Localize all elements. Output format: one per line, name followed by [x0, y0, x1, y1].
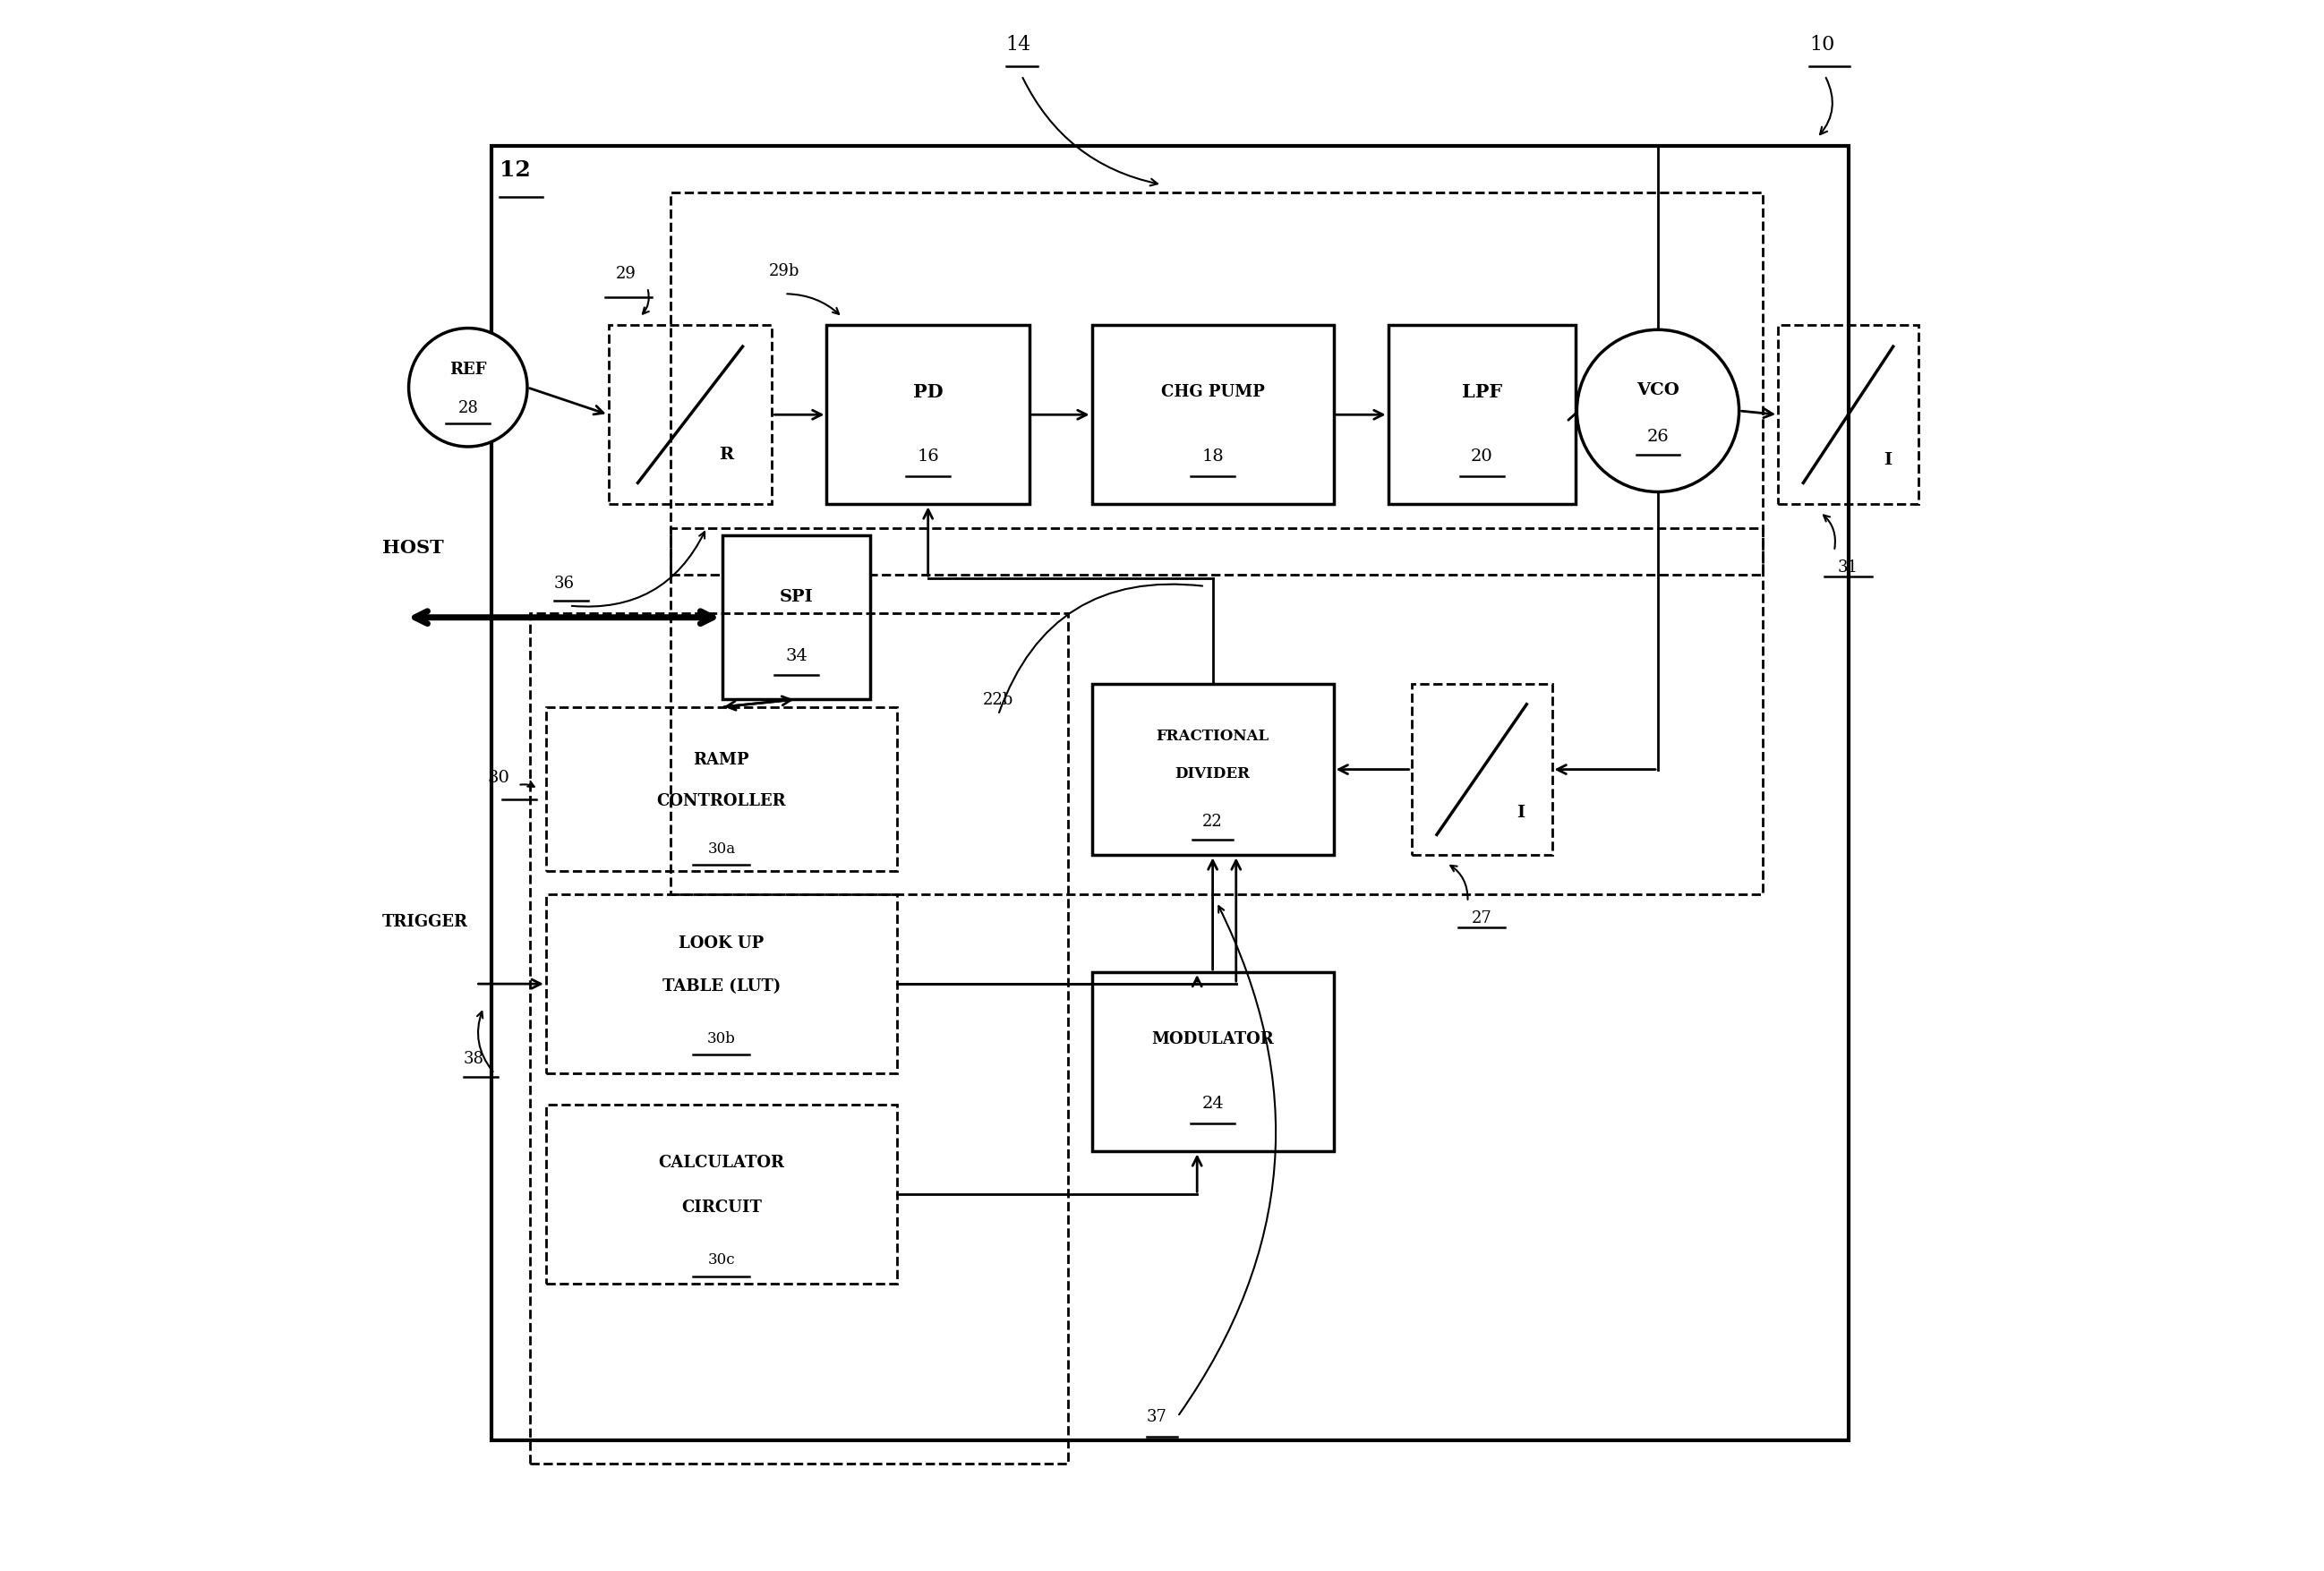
Bar	[723, 536, 872, 699]
Text: 30a: 30a	[706, 840, 734, 856]
Bar	[530, 614, 1069, 1464]
Text: 10: 10	[1808, 35, 1834, 55]
Text: 30: 30	[488, 770, 509, 786]
Text: 24: 24	[1202, 1095, 1225, 1111]
Text: DIVIDER: DIVIDER	[1176, 765, 1250, 781]
Text: 26: 26	[1648, 429, 1669, 445]
Text: I: I	[1882, 452, 1892, 468]
Text: 29: 29	[616, 265, 637, 283]
Text: HOST: HOST	[381, 539, 444, 556]
Text: 37: 37	[1146, 1409, 1167, 1425]
Text: 31: 31	[1838, 559, 1859, 575]
Text: REF: REF	[449, 361, 486, 377]
Text: 38: 38	[462, 1049, 483, 1067]
Bar	[672, 193, 1762, 575]
Text: 30c: 30c	[709, 1252, 734, 1266]
Bar	[827, 325, 1030, 504]
Text: LOOK UP: LOOK UP	[679, 935, 765, 950]
Text: MODULATOR: MODULATOR	[1150, 1031, 1274, 1046]
Text: CIRCUIT: CIRCUIT	[681, 1199, 762, 1216]
Text: LPF: LPF	[1462, 383, 1501, 401]
Text: CONTROLLER: CONTROLLER	[658, 793, 786, 809]
Text: 29b: 29b	[769, 262, 799, 280]
Text: SPI: SPI	[779, 589, 813, 605]
Text: TABLE (LUT): TABLE (LUT)	[662, 979, 781, 994]
Text: 22b: 22b	[983, 691, 1013, 707]
Text: 34: 34	[786, 647, 806, 663]
Text: TRIGGER: TRIGGER	[381, 914, 467, 930]
Bar	[1092, 685, 1334, 856]
Text: 20: 20	[1471, 448, 1492, 465]
Bar	[609, 325, 772, 504]
Bar	[1778, 325, 1917, 504]
Text: 30b: 30b	[706, 1031, 737, 1046]
Bar	[546, 1104, 897, 1284]
Bar	[672, 528, 1762, 894]
Text: 36: 36	[553, 575, 574, 591]
Bar	[546, 707, 897, 872]
Text: VCO: VCO	[1636, 382, 1680, 397]
Circle shape	[1578, 330, 1738, 492]
Text: PD: PD	[913, 383, 944, 401]
Bar	[546, 894, 897, 1075]
Bar	[1092, 325, 1334, 504]
Text: RAMP: RAMP	[693, 753, 748, 768]
Bar	[490, 146, 1848, 1441]
Text: FRACTIONAL: FRACTIONAL	[1157, 727, 1269, 743]
Text: 22: 22	[1202, 814, 1222, 829]
Text: I: I	[1518, 804, 1525, 820]
Bar	[1387, 325, 1576, 504]
Text: CALCULATOR: CALCULATOR	[658, 1155, 786, 1170]
Circle shape	[409, 328, 528, 448]
Bar	[1411, 685, 1552, 856]
Text: R: R	[718, 446, 734, 463]
Text: 28: 28	[458, 401, 479, 416]
Text: 16: 16	[918, 448, 939, 465]
Text: 14: 14	[1006, 35, 1032, 55]
Text: CHG PUMP: CHG PUMP	[1160, 383, 1264, 401]
Text: 18: 18	[1202, 448, 1225, 465]
Text: 27: 27	[1471, 910, 1492, 927]
Bar	[1092, 972, 1334, 1152]
Text: 12: 12	[500, 159, 530, 181]
